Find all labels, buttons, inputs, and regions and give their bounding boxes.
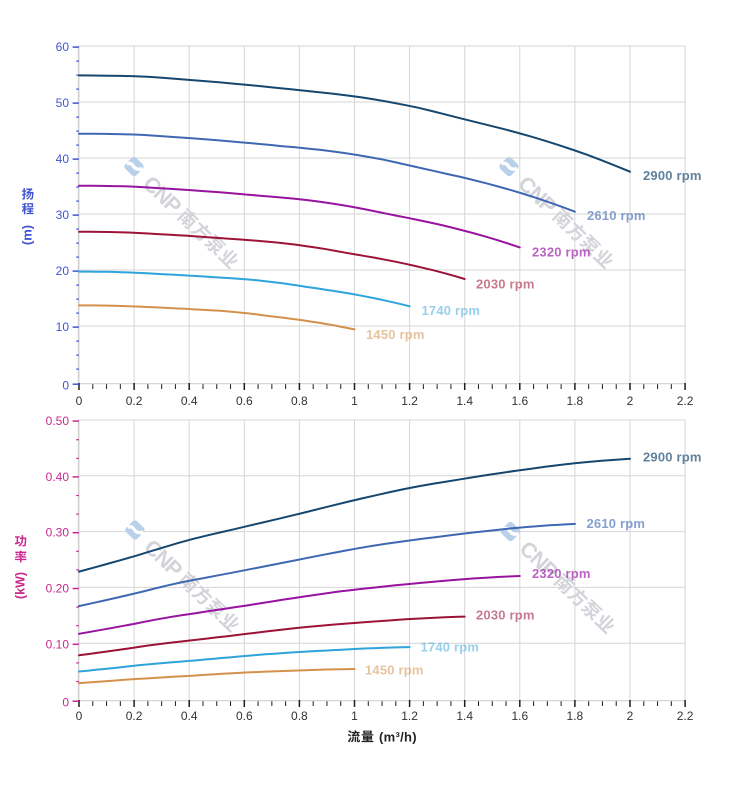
svg-text:2900 rpm: 2900 rpm [643, 168, 702, 183]
svg-text:1.6: 1.6 [511, 394, 528, 408]
svg-text:2030 rpm: 2030 rpm [476, 277, 535, 292]
svg-text:0.40: 0.40 [46, 470, 70, 484]
svg-text:60: 60 [56, 40, 70, 54]
svg-text:1740 rpm: 1740 rpm [422, 303, 481, 318]
svg-text:(kW): (kW) [13, 572, 27, 599]
svg-text:1: 1 [351, 394, 358, 408]
svg-text:2320 rpm: 2320 rpm [532, 245, 591, 260]
svg-text:2: 2 [627, 394, 634, 408]
svg-text:0.6: 0.6 [236, 394, 253, 408]
svg-text:0: 0 [62, 378, 69, 392]
svg-text:2610 rpm: 2610 rpm [587, 208, 646, 223]
svg-text:1.2: 1.2 [401, 394, 418, 408]
svg-text:0.2: 0.2 [126, 709, 143, 723]
svg-text:2610 rpm: 2610 rpm [587, 516, 646, 531]
svg-text:10: 10 [56, 320, 70, 334]
svg-text:0.4: 0.4 [181, 394, 198, 408]
svg-text:0.10: 0.10 [46, 637, 70, 651]
svg-text:1450 rpm: 1450 rpm [366, 327, 425, 342]
svg-text:1.8: 1.8 [567, 394, 584, 408]
svg-text:0.50: 0.50 [46, 414, 70, 428]
svg-text:(m): (m) [19, 225, 34, 245]
svg-text:30: 30 [56, 208, 70, 222]
svg-text:2320 rpm: 2320 rpm [532, 566, 591, 581]
svg-text:0.6: 0.6 [236, 709, 253, 723]
svg-text:2.2: 2.2 [677, 709, 694, 723]
svg-text:20: 20 [56, 264, 70, 278]
svg-text:0.2: 0.2 [126, 394, 143, 408]
svg-text:0: 0 [76, 709, 83, 723]
svg-text:0: 0 [62, 695, 69, 709]
svg-text:1740 rpm: 1740 rpm [421, 640, 480, 655]
svg-text:1.8: 1.8 [567, 709, 584, 723]
svg-text:0.8: 0.8 [291, 394, 308, 408]
svg-text:(m³/h): (m³/h) [379, 729, 417, 744]
svg-text:2900 rpm: 2900 rpm [643, 450, 702, 465]
svg-text:1: 1 [351, 709, 358, 723]
svg-text:1.4: 1.4 [456, 709, 473, 723]
svg-text:40: 40 [56, 152, 70, 166]
svg-text:2: 2 [627, 709, 634, 723]
svg-text:50: 50 [56, 96, 70, 110]
svg-text:0.30: 0.30 [46, 526, 70, 540]
svg-text:1450 rpm: 1450 rpm [365, 663, 424, 678]
svg-text:1.6: 1.6 [511, 709, 528, 723]
svg-text:2.2: 2.2 [677, 394, 694, 408]
svg-text:1.4: 1.4 [456, 394, 473, 408]
svg-text:0.8: 0.8 [291, 709, 308, 723]
svg-text:2030 rpm: 2030 rpm [476, 608, 535, 623]
svg-text:0.20: 0.20 [46, 582, 70, 596]
svg-text:0.4: 0.4 [181, 709, 198, 723]
svg-text:0: 0 [76, 394, 83, 408]
svg-text:1.2: 1.2 [401, 709, 418, 723]
